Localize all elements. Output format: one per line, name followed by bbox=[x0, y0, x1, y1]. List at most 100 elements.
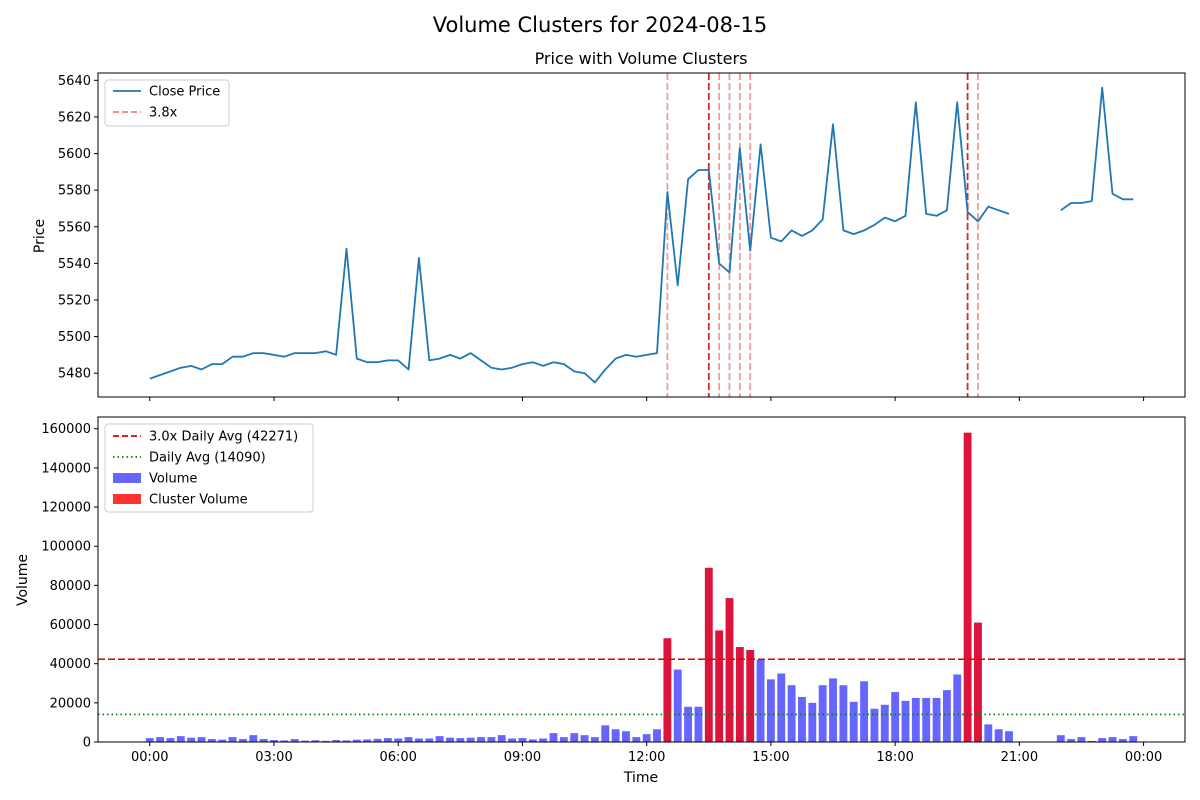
volume-ytick-label: 120000 bbox=[41, 501, 91, 516]
volume-bar bbox=[1077, 737, 1086, 742]
volume-bar bbox=[901, 700, 910, 742]
volume-bar bbox=[145, 738, 154, 742]
volume-xtick-label: 00:00 bbox=[131, 750, 168, 765]
volume-bar bbox=[601, 725, 610, 742]
price-panel: Price with Volume Clusters 5480550055205… bbox=[32, 49, 1186, 401]
volume-xtick-label: 03:00 bbox=[255, 750, 292, 765]
cluster-volume-bar bbox=[704, 567, 713, 742]
price-ytick-label: 5540 bbox=[58, 257, 91, 272]
volume-bar bbox=[259, 739, 268, 742]
cluster-volume-bar bbox=[725, 598, 734, 742]
volume-bar bbox=[953, 674, 962, 742]
volume-bar bbox=[373, 738, 382, 742]
close-price-line-segment-1 bbox=[1060, 86, 1134, 212]
volume-bar bbox=[435, 736, 444, 742]
price-ytick-label: 5480 bbox=[58, 367, 91, 382]
price-ytick-label: 5600 bbox=[58, 147, 91, 162]
price-plot-area: 5480 5500 5520 5540 5560 5580 5600 5620 5640 bbox=[58, 72, 1186, 401]
volume-bar bbox=[860, 681, 869, 742]
volume-xtick-label: 21:00 bbox=[1001, 750, 1038, 765]
volume-xtick-label: 09:00 bbox=[504, 750, 541, 765]
volume-bar bbox=[477, 737, 485, 742]
volume-bar bbox=[197, 737, 206, 742]
volume-bar bbox=[870, 708, 879, 742]
volume-bar bbox=[580, 735, 589, 742]
volume-bar bbox=[570, 733, 579, 742]
volume-bar bbox=[694, 706, 703, 742]
volume-bar bbox=[394, 738, 403, 742]
close-price-line-segment-0 bbox=[149, 101, 1010, 384]
cluster-volume-bar bbox=[663, 638, 672, 742]
volume-bar bbox=[1118, 739, 1127, 742]
volume-bar bbox=[290, 739, 299, 742]
cluster-volume-bar bbox=[974, 622, 982, 742]
volume-ytick-label: 60000 bbox=[50, 618, 91, 633]
volume-xtick-label: 18:00 bbox=[876, 750, 913, 765]
volume-legend-label: 3.0x Daily Avg (42271) bbox=[149, 430, 298, 445]
volume-bar bbox=[932, 697, 941, 742]
volume-ytick-label: 40000 bbox=[50, 657, 91, 672]
volume-bar bbox=[942, 690, 951, 742]
volume-bar bbox=[891, 692, 900, 742]
volume-axes-frame bbox=[97, 416, 1186, 743]
volume-bar bbox=[611, 729, 620, 742]
cluster-volume-bar bbox=[746, 649, 755, 742]
volume-bar bbox=[653, 729, 661, 742]
volume-axis-xlabel: Time bbox=[623, 770, 658, 786]
price-ytick-label: 5620 bbox=[58, 110, 91, 125]
volume-bar bbox=[684, 706, 693, 742]
cluster-volume-bar bbox=[735, 647, 744, 742]
volume-bar bbox=[922, 697, 931, 742]
volume-legend: 3.0x Daily Avg (42271) Daily Avg (14090) V… bbox=[104, 423, 314, 513]
volume-legend-label: Cluster Volume bbox=[149, 493, 248, 508]
volume-bar bbox=[673, 669, 682, 742]
volume-bar bbox=[559, 737, 568, 742]
volume-bar bbox=[1098, 738, 1107, 742]
volume-bar bbox=[311, 740, 320, 742]
volume-bar bbox=[187, 737, 196, 742]
volume-ytick-label: 20000 bbox=[50, 696, 91, 711]
price-ytick-label: 5560 bbox=[58, 220, 91, 235]
volume-bar bbox=[808, 702, 817, 742]
volume-bar bbox=[777, 673, 786, 742]
volume-bar bbox=[880, 704, 889, 742]
volume-legend-box bbox=[104, 423, 314, 513]
volume-xtick-label: 12:00 bbox=[628, 750, 665, 765]
volume-bar bbox=[166, 738, 175, 742]
volume-bar bbox=[798, 696, 806, 742]
volume-bar bbox=[642, 734, 651, 742]
volume-bar bbox=[321, 740, 330, 742]
volume-bar bbox=[539, 738, 548, 742]
price-ytick-label: 5520 bbox=[58, 293, 91, 308]
price-legend-label: Close Price bbox=[149, 85, 220, 100]
cluster-volume-bar bbox=[963, 432, 972, 742]
volume-panel: 0 20000 40000 60000 80000 100000 120000 140000 1… bbox=[15, 416, 1186, 786]
volume-bar bbox=[849, 701, 858, 742]
price-panel-title: Price with Volume Clusters bbox=[535, 49, 748, 68]
volume-bar bbox=[342, 740, 351, 742]
volume-bar bbox=[301, 740, 309, 742]
volume-ytick-label: 100000 bbox=[41, 540, 91, 555]
price-legend-label: 3.8x bbox=[149, 106, 178, 121]
price-ytick-label: 5640 bbox=[58, 74, 91, 89]
volume-bar bbox=[332, 740, 341, 742]
volume-bar bbox=[249, 735, 258, 742]
suptitle: Volume Clusters for 2024-08-15 bbox=[433, 13, 768, 37]
volume-bar bbox=[487, 737, 496, 742]
volume-bar bbox=[425, 738, 434, 742]
volume-bar bbox=[363, 739, 372, 742]
volume-bar bbox=[994, 729, 1003, 742]
price-axes-frame bbox=[97, 72, 1186, 398]
volume-bar bbox=[497, 735, 506, 742]
volume-bar bbox=[508, 738, 517, 742]
volume-bar bbox=[829, 678, 837, 742]
volume-bar bbox=[1005, 731, 1013, 742]
volume-legend-swatch-3 bbox=[113, 494, 141, 504]
volume-bar bbox=[911, 697, 920, 742]
volume-ytick-label: 0 bbox=[83, 736, 91, 751]
volume-bar bbox=[404, 737, 413, 742]
volume-xtick-label: 15:00 bbox=[752, 750, 789, 765]
volume-bar bbox=[228, 737, 237, 742]
volume-bar bbox=[239, 739, 247, 742]
